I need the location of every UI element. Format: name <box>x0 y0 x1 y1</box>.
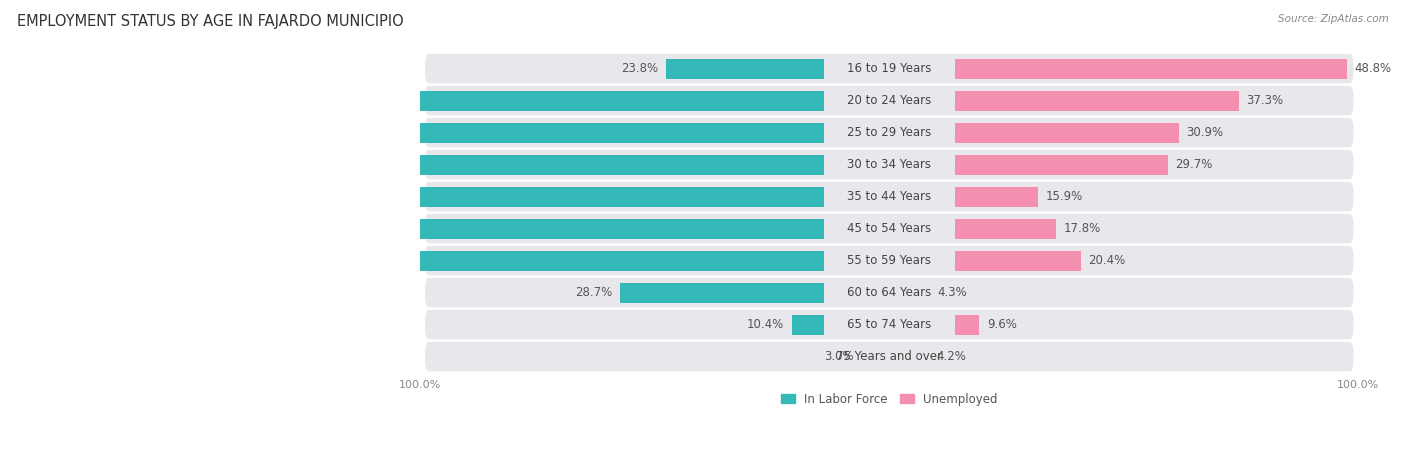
Text: 28.7%: 28.7% <box>575 286 613 299</box>
Text: 15.9%: 15.9% <box>1046 190 1083 203</box>
Bar <box>121 187 824 207</box>
Text: 20.4%: 20.4% <box>1088 254 1125 267</box>
FancyBboxPatch shape <box>425 118 1354 147</box>
Bar <box>792 315 824 335</box>
Text: 65 to 74 Years: 65 to 74 Years <box>848 318 931 331</box>
Text: 35 to 44 Years: 35 to 44 Years <box>848 190 931 203</box>
FancyBboxPatch shape <box>425 310 1354 339</box>
FancyBboxPatch shape <box>425 54 1354 83</box>
Bar <box>955 219 1056 239</box>
Text: 4.2%: 4.2% <box>936 350 966 363</box>
FancyBboxPatch shape <box>425 182 1354 212</box>
Bar <box>955 187 1039 207</box>
Text: 3.0%: 3.0% <box>824 350 853 363</box>
Bar <box>955 123 1180 143</box>
Bar <box>955 315 980 335</box>
Text: 37.3%: 37.3% <box>1247 94 1284 107</box>
Bar <box>955 91 1239 110</box>
FancyBboxPatch shape <box>425 278 1354 307</box>
Bar <box>205 155 824 175</box>
Bar <box>955 251 1081 271</box>
Text: 23.8%: 23.8% <box>621 62 658 75</box>
Text: 73.0%: 73.0% <box>219 158 260 171</box>
FancyBboxPatch shape <box>425 342 1354 371</box>
Text: 10.4%: 10.4% <box>747 318 785 331</box>
Text: 29.7%: 29.7% <box>1175 158 1213 171</box>
Text: 25 to 29 Years: 25 to 29 Years <box>848 126 931 139</box>
Bar <box>180 251 824 271</box>
FancyBboxPatch shape <box>425 246 1354 276</box>
Text: Source: ZipAtlas.com: Source: ZipAtlas.com <box>1278 14 1389 23</box>
Text: 20 to 24 Years: 20 to 24 Years <box>848 94 931 107</box>
FancyBboxPatch shape <box>425 214 1354 244</box>
Legend: In Labor Force, Unemployed: In Labor Force, Unemployed <box>776 388 1002 410</box>
Text: 88.7%: 88.7% <box>72 126 112 139</box>
Text: 9.6%: 9.6% <box>987 318 1017 331</box>
Bar <box>58 123 824 143</box>
Bar <box>309 91 824 110</box>
Text: 30 to 34 Years: 30 to 34 Years <box>848 158 931 171</box>
Text: 4.3%: 4.3% <box>938 286 967 299</box>
Text: 55 to 59 Years: 55 to 59 Years <box>848 254 931 267</box>
Text: 75 Years and over: 75 Years and over <box>837 350 942 363</box>
Text: 30.9%: 30.9% <box>1187 126 1223 139</box>
Bar <box>183 219 824 239</box>
Bar <box>955 155 1168 175</box>
Bar <box>955 59 1347 78</box>
Text: 75.7%: 75.7% <box>194 254 235 267</box>
Text: 16 to 19 Years: 16 to 19 Years <box>846 62 932 75</box>
Text: 48.8%: 48.8% <box>1354 62 1392 75</box>
Text: EMPLOYMENT STATUS BY AGE IN FAJARDO MUNICIPIO: EMPLOYMENT STATUS BY AGE IN FAJARDO MUNI… <box>17 14 404 28</box>
Text: 81.9%: 81.9% <box>135 190 176 203</box>
Text: 17.8%: 17.8% <box>1064 222 1101 235</box>
Text: 75.4%: 75.4% <box>197 222 238 235</box>
Text: 60 to 64 Years: 60 to 64 Years <box>848 286 931 299</box>
FancyBboxPatch shape <box>425 150 1354 179</box>
Bar <box>620 283 824 303</box>
Bar <box>666 59 824 78</box>
FancyBboxPatch shape <box>425 86 1354 115</box>
Text: 61.9%: 61.9% <box>323 94 364 107</box>
Text: 45 to 54 Years: 45 to 54 Years <box>848 222 931 235</box>
